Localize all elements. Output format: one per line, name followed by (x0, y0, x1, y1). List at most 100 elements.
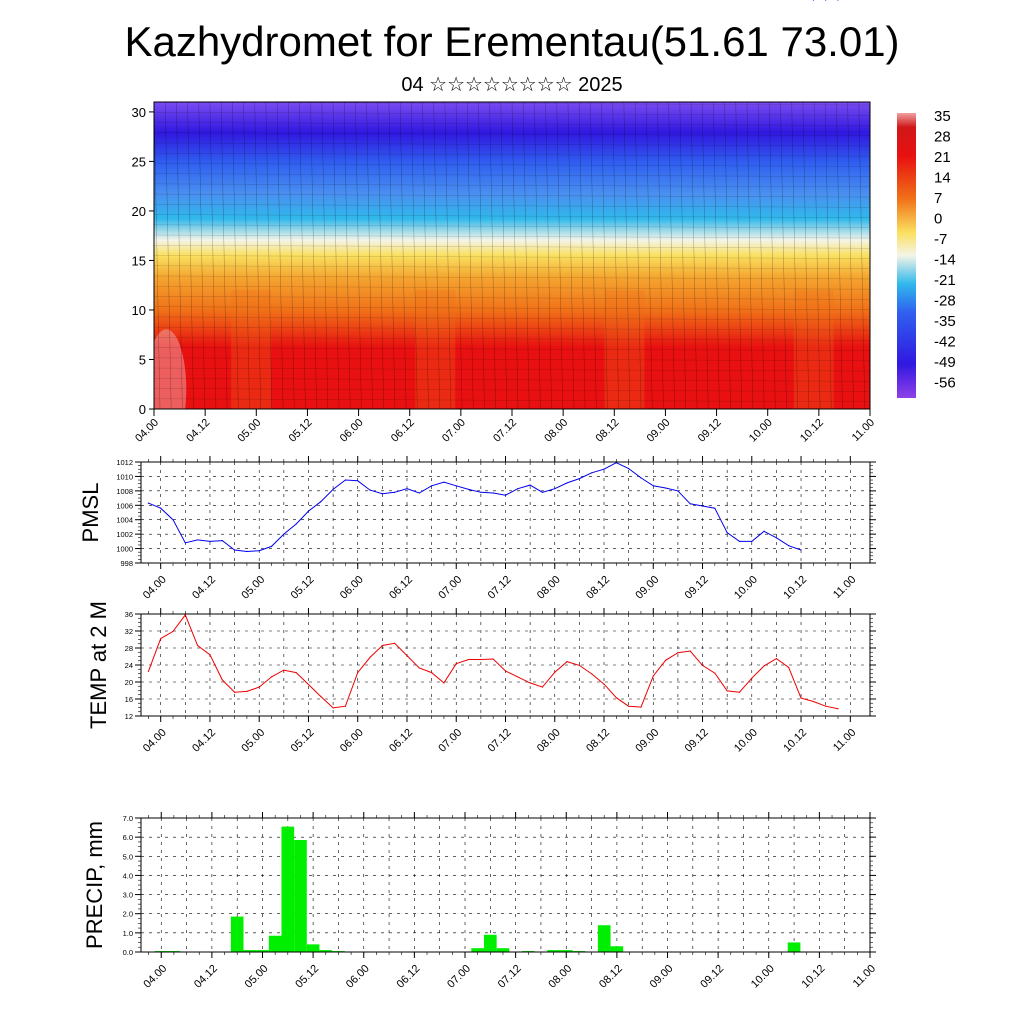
temp-point (788, 666, 790, 669)
heatmap-y-tick-label: 30 (132, 105, 146, 120)
wind-stroke-horizontal (154, 367, 870, 372)
temp-point (492, 658, 494, 660)
precip-x-tick-label: 08.12 (597, 963, 625, 991)
pmsl-series-line (148, 462, 802, 553)
wind-stroke-vertical (433, 102, 440, 409)
heatmap-cool-band (604, 290, 645, 409)
precip-y-axis-label: PRECIP, mm (82, 821, 107, 949)
pmsl-point (418, 492, 420, 494)
pmsl-point (517, 488, 519, 490)
pmsl-point (369, 489, 371, 491)
temp-point (197, 644, 199, 647)
wind-stroke-horizontal (154, 296, 870, 300)
heatmap-x-tick-label: 07.12 (491, 417, 519, 445)
precip-y-tick-label: 1.0 (123, 929, 133, 938)
temp-point (591, 673, 593, 675)
pmsl-point (664, 487, 667, 489)
pmsl-point (775, 537, 778, 539)
wind-stroke-vertical (444, 102, 452, 409)
wind-stroke-vertical (668, 102, 675, 409)
wind-stroke-vertical (332, 102, 340, 409)
wind-stroke-vertical (366, 102, 373, 409)
precip-bar (483, 934, 497, 952)
temp-y-tick-label: 32 (125, 627, 133, 636)
pmsl-x-tick-label: 08.00 (535, 574, 563, 602)
pmsl-x-tick-label: 06.00 (338, 574, 366, 602)
wind-stroke-horizontal (154, 204, 870, 208)
wind-stroke-horizontal (154, 388, 870, 392)
colorbar-label: -56 (934, 375, 956, 392)
heatmap-x-tick-label: 11.00 (850, 417, 877, 444)
wind-stroke-horizontal (154, 163, 870, 167)
pmsl-point (160, 507, 162, 509)
precip-y-tick-label: 2.0 (123, 910, 133, 919)
heatmap-x-tick-label: 05.12 (287, 417, 315, 445)
precip-y-tick-label: 6.0 (123, 833, 133, 842)
temp-point (504, 670, 507, 672)
temp-x-tick-label: 05.00 (239, 727, 267, 755)
colorbar (897, 113, 916, 398)
wind-stroke-vertical (321, 102, 329, 409)
pmsl-point (689, 503, 691, 505)
wind-stroke-vertical (422, 102, 429, 409)
temp-point (221, 679, 223, 681)
temp-point (628, 705, 630, 707)
wind-stroke-vertical (757, 102, 765, 409)
wind-stroke-vertical (299, 102, 306, 409)
temp-x-tick-label: 08.12 (584, 727, 612, 755)
colorbar-label: -35 (934, 313, 956, 330)
wind-stroke-horizontal (154, 398, 870, 402)
precip-y-tick-label: 5.0 (123, 852, 133, 861)
wind-stroke-vertical (399, 102, 407, 409)
precip-x-tick-label: 04.00 (141, 963, 169, 991)
pmsl-point (825, 0, 827, 1)
pmsl-point (738, 540, 741, 542)
temp-y-tick-label: 16 (125, 695, 133, 704)
temp-point (554, 671, 556, 673)
precip-x-tick-label: 06.12 (395, 963, 423, 991)
colorbar-label: -49 (934, 354, 956, 371)
temp-point (381, 644, 383, 647)
temp-point (406, 655, 408, 657)
precip-plot-area (141, 818, 870, 952)
pmsl-point (221, 540, 223, 542)
temp-x-tick-label: 10.00 (732, 727, 760, 755)
temp-point (664, 659, 667, 661)
heatmap-y-tick-label: 25 (132, 154, 146, 169)
pmsl-point (640, 477, 642, 479)
wind-stroke-vertical (355, 102, 362, 409)
wind-stroke-vertical (825, 102, 832, 409)
pmsl-point (431, 485, 433, 487)
temp-point (431, 672, 433, 674)
temp-x-tick-label: 06.00 (338, 727, 366, 755)
wind-stroke-vertical (343, 102, 351, 409)
temp-point (701, 664, 704, 667)
colorbar-label: 7 (934, 190, 942, 207)
wind-stroke-vertical (388, 102, 396, 409)
wind-stroke-vertical (500, 102, 508, 409)
temp-point (825, 705, 827, 707)
colorbar-label: -7 (934, 231, 947, 248)
heatmap-x-tick-label: 06.12 (389, 417, 417, 445)
heatmap-field (154, 102, 870, 409)
precip-y-tick-label: 0.0 (123, 948, 133, 957)
temp-point (652, 675, 654, 677)
temp-point (517, 676, 519, 678)
wind-stroke-vertical (310, 102, 317, 409)
colorbar-label: 0 (934, 211, 942, 228)
pmsl-x-tick-label: 06.12 (387, 574, 415, 602)
wind-stroke-vertical (478, 102, 485, 409)
pmsl-point (357, 480, 359, 482)
pmsl-y-tick-label: 1004 (116, 516, 133, 525)
wind-stroke-horizontal (154, 357, 870, 362)
temp-point (812, 700, 814, 703)
chart-title: Kazhydromet for Erementau(51.61 73.01) (124, 18, 900, 65)
temp-point (775, 658, 778, 660)
colorbar-label: 35 (934, 108, 951, 125)
heatmap-y-tick-label: 15 (132, 253, 146, 268)
pmsl-x-tick-label: 04.12 (190, 574, 218, 602)
wind-stroke-vertical (467, 102, 474, 409)
pmsl-point (233, 549, 236, 551)
heatmap-x-tick-label: 09.00 (645, 417, 673, 445)
